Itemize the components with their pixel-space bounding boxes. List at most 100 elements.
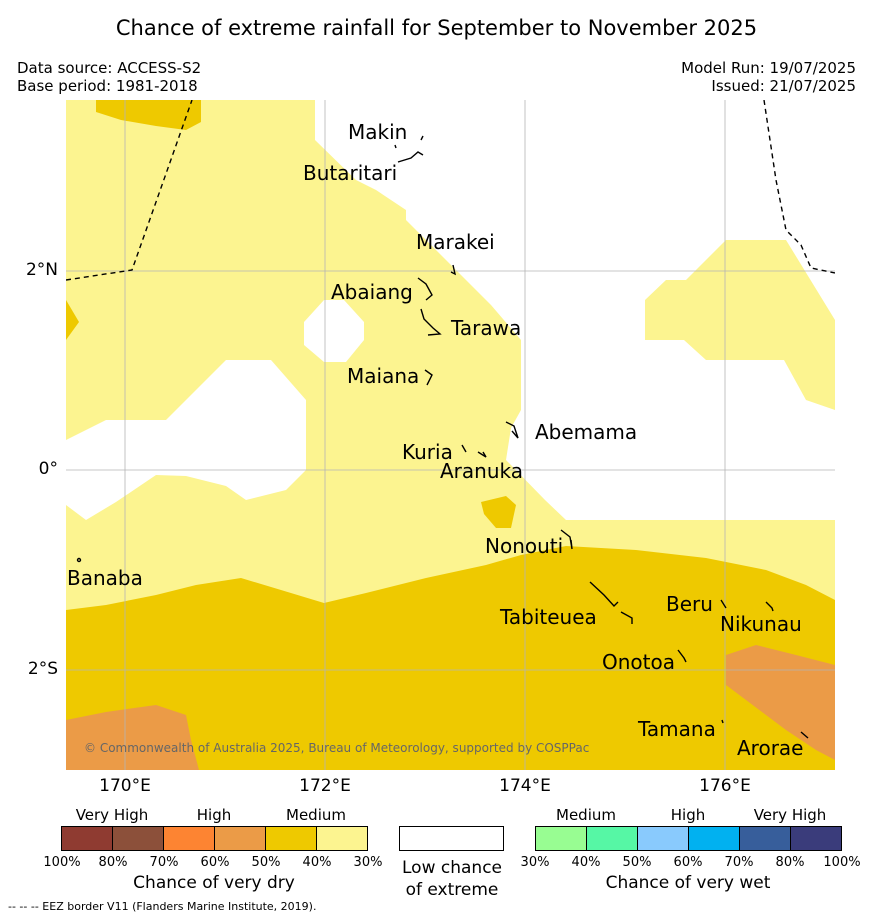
wet-swatch-40-50 [586, 826, 638, 851]
butaritari-island [397, 151, 424, 163]
abaiang-island [417, 277, 433, 301]
maiana-island [424, 369, 433, 386]
base-period: Base period: 1981-2018 [17, 77, 198, 95]
model-run: Model Run: 19/07/2025 [681, 59, 856, 77]
low-chance-label-line1: Low chance [402, 858, 502, 878]
dry-patch-west [66, 300, 79, 340]
place-label-abaiang: Abaiang [331, 280, 413, 304]
wet-tick-70: 70% [724, 855, 754, 870]
lon-label-170e: 170°E [99, 776, 151, 796]
wet-level-medium: Medium [556, 806, 616, 824]
wet-tick-40: 40% [571, 855, 601, 870]
low-chance-region-east [315, 100, 835, 520]
lon-label-172e: 172°E [299, 776, 351, 796]
place-label-makin: Makin [348, 120, 408, 144]
wet-level-very-high: Very High [753, 806, 827, 824]
dry-tick-50: 50% [251, 855, 281, 870]
tabiteuea-island-south [620, 611, 633, 624]
dry-tick-40: 40% [302, 855, 332, 870]
low-chance-patch [304, 300, 364, 362]
banaba-island [76, 557, 82, 563]
lon-label-174e: 174°E [499, 776, 551, 796]
place-label-nonouti: Nonouti [485, 534, 564, 558]
high-dry-region-southeast [726, 645, 835, 760]
dry-tick-60: 60% [200, 855, 230, 870]
map-title: Chance of extreme rainfall for September… [115, 16, 758, 40]
wet-tick-100: 100% [823, 855, 861, 870]
dry-level-high: High [196, 806, 232, 824]
place-label-arorae: Arorae [737, 736, 804, 760]
dry-50-60-region-south [66, 546, 835, 770]
abemama-island [505, 421, 519, 439]
wet-tick-60: 60% [673, 855, 703, 870]
tabiteuea-island-north [589, 581, 619, 608]
place-label-tarawa: Tarawa [451, 316, 522, 340]
dry-patch-aranuka [481, 496, 516, 528]
map-panel: Makin Butaritari Marakei Abaiang Tarawa … [66, 100, 835, 770]
wet-tick-80: 80% [775, 855, 805, 870]
eez-border [66, 100, 835, 281]
nonouti-island [560, 529, 573, 550]
graticule [66, 100, 835, 770]
place-label-onotoa: Onotoa [602, 650, 675, 674]
makin-island [420, 135, 424, 141]
place-label-tamana: Tamana [638, 717, 716, 741]
tamana-island [721, 719, 724, 724]
dry-swatch-60-70 [163, 826, 215, 851]
copyright-notice: © Commonwealth of Australia 2025, Bureau… [84, 741, 590, 755]
onotoa-island [677, 649, 687, 663]
dry-tick-30: 30% [353, 855, 383, 870]
lon-label-176e: 176°E [699, 776, 751, 796]
low-chance-swatch [399, 826, 504, 851]
place-label-kuria: Kuria [402, 440, 453, 464]
dry-swatch-80-100 [61, 826, 113, 851]
lat-label-0: 0° [38, 459, 58, 479]
map-canvas [66, 100, 835, 770]
wet-swatch-30-40 [535, 826, 587, 851]
place-label-aranuka: Aranuka [440, 459, 523, 483]
dry-level-medium: Medium [286, 806, 346, 824]
place-label-tabiteuea: Tabiteuea [500, 605, 597, 629]
dry-swatch-30-40 [316, 826, 368, 851]
dry-swatch-70-80 [112, 826, 164, 851]
place-label-banaba: Banaba [67, 566, 143, 590]
issued-date: Issued: 21/07/2025 [711, 77, 856, 95]
nikunau-island [765, 601, 774, 612]
place-label-abemama: Abemama [535, 420, 638, 444]
arorae-island [800, 731, 809, 739]
low-chance-region-west [66, 360, 306, 520]
data-source: Data source: ACCESS-S2 [17, 59, 202, 77]
tarawa-island [420, 308, 442, 336]
dry-tick-100: 100% [43, 855, 81, 870]
island-outlines [76, 135, 809, 739]
lat-label-2n: 2°N [25, 260, 58, 280]
wet-swatch-70-80 [739, 826, 791, 851]
place-label-beru: Beru [666, 592, 713, 616]
place-label-butaritari: Butaritari [303, 161, 398, 185]
wet-swatch-50-60 [637, 826, 689, 851]
lat-label-2s: 2°S [27, 659, 58, 679]
wet-swatch-60-70 [688, 826, 740, 851]
dry-tick-70: 70% [149, 855, 179, 870]
kuria-island [461, 444, 467, 453]
dry-swatch-40-50 [265, 826, 317, 851]
beru-island [720, 599, 727, 609]
wet-legend-title: Chance of very wet [605, 873, 771, 893]
place-label-maiana: Maiana [347, 364, 420, 388]
wet-swatch-80-100 [790, 826, 842, 851]
high-dry-region-southwest [66, 705, 199, 770]
low-chance-label-line2: of extreme [405, 880, 499, 900]
dry-level-very-high: Very High [75, 806, 149, 824]
wet-tick-30: 30% [520, 855, 550, 870]
place-label-nikunau: Nikunau [720, 612, 802, 636]
dry-swatch-50-60 [214, 826, 266, 851]
wet-level-high: High [670, 806, 706, 824]
marakei-island [450, 264, 457, 276]
medium-dry-region-east [645, 240, 835, 410]
dry-legend-title: Chance of very dry [133, 873, 295, 893]
wet-tick-50: 50% [622, 855, 652, 870]
place-label-marakei: Marakei [416, 230, 495, 254]
eez-border-note: -- -- -- EEZ border V11 (Flanders Marine… [8, 900, 317, 913]
dry-tick-80: 80% [98, 855, 128, 870]
aranuka-island [477, 451, 487, 458]
